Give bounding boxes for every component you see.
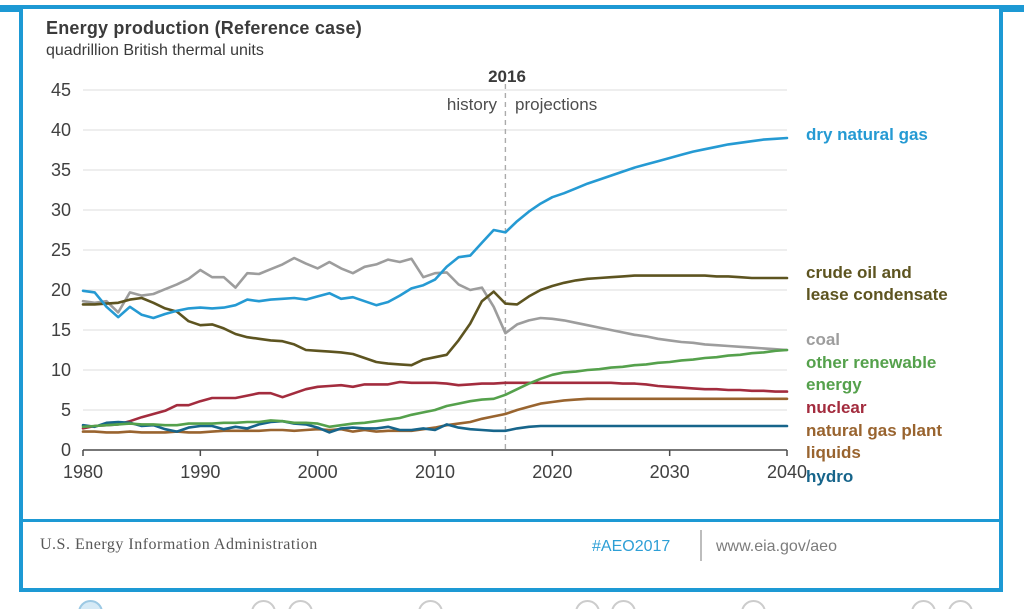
history-label: history	[446, 95, 497, 114]
slide-thumbnail-dot[interactable]	[741, 600, 766, 609]
x-tick-label: 2000	[298, 462, 338, 482]
series-line-nuclear	[81, 380, 789, 430]
slide-thumbnail-dot[interactable]	[948, 600, 973, 609]
y-tick-label: 15	[51, 320, 71, 340]
y-tick-label: 40	[51, 120, 71, 140]
legend-label-other-renewable-energy: other renewable energy	[806, 353, 937, 394]
series-line-crude-oil-and-lease-condensate	[81, 274, 789, 367]
x-tick-label: 1990	[180, 462, 220, 482]
y-tick-label: 0	[61, 440, 71, 460]
series-line-coal	[81, 256, 789, 352]
chart-title: Energy production (Reference case)	[46, 18, 362, 38]
legend-label-nuclear: nuclear	[806, 398, 867, 417]
slide-thumbnail-dot[interactable]	[251, 600, 276, 609]
x-tick-label: 1980	[63, 462, 103, 482]
slide-thumbnail-dot[interactable]	[78, 600, 103, 609]
series-line-other-renewable-energy	[81, 348, 789, 429]
series-line-natural-gas-plant-liquids	[81, 397, 789, 434]
projections-label: projections	[515, 95, 598, 114]
x-tick-label: 2030	[650, 462, 690, 482]
chart-svg: 0 5 10 15 20 25 30 35 40 45 1980 1990 2000 2010 2020 20…	[51, 80, 807, 482]
y-tick-label: 20	[51, 280, 71, 300]
footer-separator	[23, 519, 999, 522]
slide-thumbnail-dot[interactable]	[911, 600, 936, 609]
y-tick-label: 35	[51, 160, 71, 180]
footer-url-link[interactable]: www.eia.gov/aeo	[716, 538, 837, 555]
legend-label-coal: coal	[806, 330, 841, 349]
slide-thumbnail-dot[interactable]	[288, 600, 313, 609]
slide-thumbnail-dot[interactable]	[575, 600, 600, 609]
slide-thumbnail-dot[interactable]	[418, 600, 443, 609]
footer-divider	[700, 530, 702, 561]
footer-source-text: U.S. Energy Information Administration	[40, 536, 318, 553]
chart-area: 0 5 10 15 20 25 30 35 40 45 1980 1990 2000 2010 2020 20…	[23, 62, 999, 507]
footer-hashtag-link[interactable]: #AEO2017	[592, 538, 671, 555]
legend-label-dry-natural-gas: dry natural gas	[806, 125, 928, 144]
slide-thumbnail-dot[interactable]	[611, 600, 636, 609]
legend-label-crude-oil-and-lease-condensate: crude oil and lease condensate	[806, 263, 948, 304]
divider-year-label: 2016	[488, 67, 526, 86]
x-tick-label: 2040	[767, 462, 807, 482]
y-tick-label: 45	[51, 80, 71, 100]
x-tick-label: 2010	[415, 462, 455, 482]
chart-subtitle: quadrillion British thermal units	[46, 42, 264, 59]
legend-label-natural-gas-plant-liquids: natural gas plant liquids	[806, 421, 943, 462]
slide-thumbnail-strip	[0, 598, 1024, 609]
y-tick-label: 5	[61, 400, 71, 420]
y-tick-label: 10	[51, 360, 71, 380]
legend-label-hydro: hydro	[806, 467, 854, 486]
chart-frame: Energy production (Reference case) quadr…	[19, 5, 1003, 592]
series-line-hydro	[81, 419, 789, 434]
chart-header: Energy production (Reference case) quadr…	[46, 18, 362, 60]
x-tick-label: 2020	[532, 462, 572, 482]
y-tick-label: 25	[51, 240, 71, 260]
y-tick-label: 30	[51, 200, 71, 220]
series-line-dry-natural-gas	[81, 136, 789, 320]
